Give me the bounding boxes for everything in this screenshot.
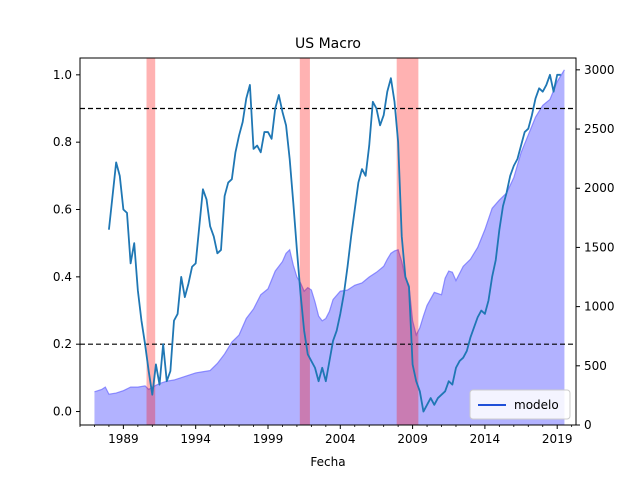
modelo-line <box>108 73 561 413</box>
y-left-tick-label-0.6: 0.6 <box>53 203 72 217</box>
x-tick-label-1989: 1989 <box>108 432 139 446</box>
y-right-tick-label-1000: 1000 <box>584 300 615 314</box>
y-right-tick-label-500: 500 <box>584 359 607 373</box>
recession-band-1 <box>146 58 156 425</box>
y-right-tick-label-1500: 1500 <box>584 240 615 254</box>
plot-frame <box>79 57 577 426</box>
y-left-tick-label-1.0: 1.0 <box>53 68 72 82</box>
x-tick-label-1999: 1999 <box>253 432 284 446</box>
y-left-tick-label-0.2: 0.2 <box>53 337 72 351</box>
y-right-tick-label-2000: 2000 <box>584 181 615 195</box>
x-tick-label-2009: 2009 <box>397 432 428 446</box>
plot-area <box>80 58 576 425</box>
x-tick-label-2019: 2019 <box>542 432 573 446</box>
legend-box <box>469 389 571 420</box>
chart-title: US Macro <box>295 36 361 52</box>
axes: 1989 1994 1999 2004 2009 2014 2019 0.0 0.2 0.4 0.6… <box>53 57 615 446</box>
recession-band-3 <box>396 58 419 425</box>
y-left-tick-label-0.8: 0.8 <box>53 135 72 149</box>
plot-inner <box>80 58 576 425</box>
y-right-tick-label-0: 0 <box>584 418 592 432</box>
y-left-tick-label-0.4: 0.4 <box>53 270 72 284</box>
y-right-tick-label-3000: 3000 <box>584 63 615 77</box>
y-left-tick-label-0.0: 0.0 <box>53 405 72 419</box>
recession-band-2 <box>299 58 310 425</box>
y-right-tick-label-2500: 2500 <box>584 122 615 136</box>
x-tick-label-1994: 1994 <box>180 432 211 446</box>
x-tick-label-2014: 2014 <box>470 432 501 446</box>
area-series-line <box>94 69 565 395</box>
area-series-fill <box>94 69 565 425</box>
legend: modelo <box>469 389 571 420</box>
x-axis-title: Fecha <box>310 455 345 469</box>
x-tick-label-2004: 2004 <box>325 432 356 446</box>
legend-label-modelo: modelo <box>514 398 559 412</box>
